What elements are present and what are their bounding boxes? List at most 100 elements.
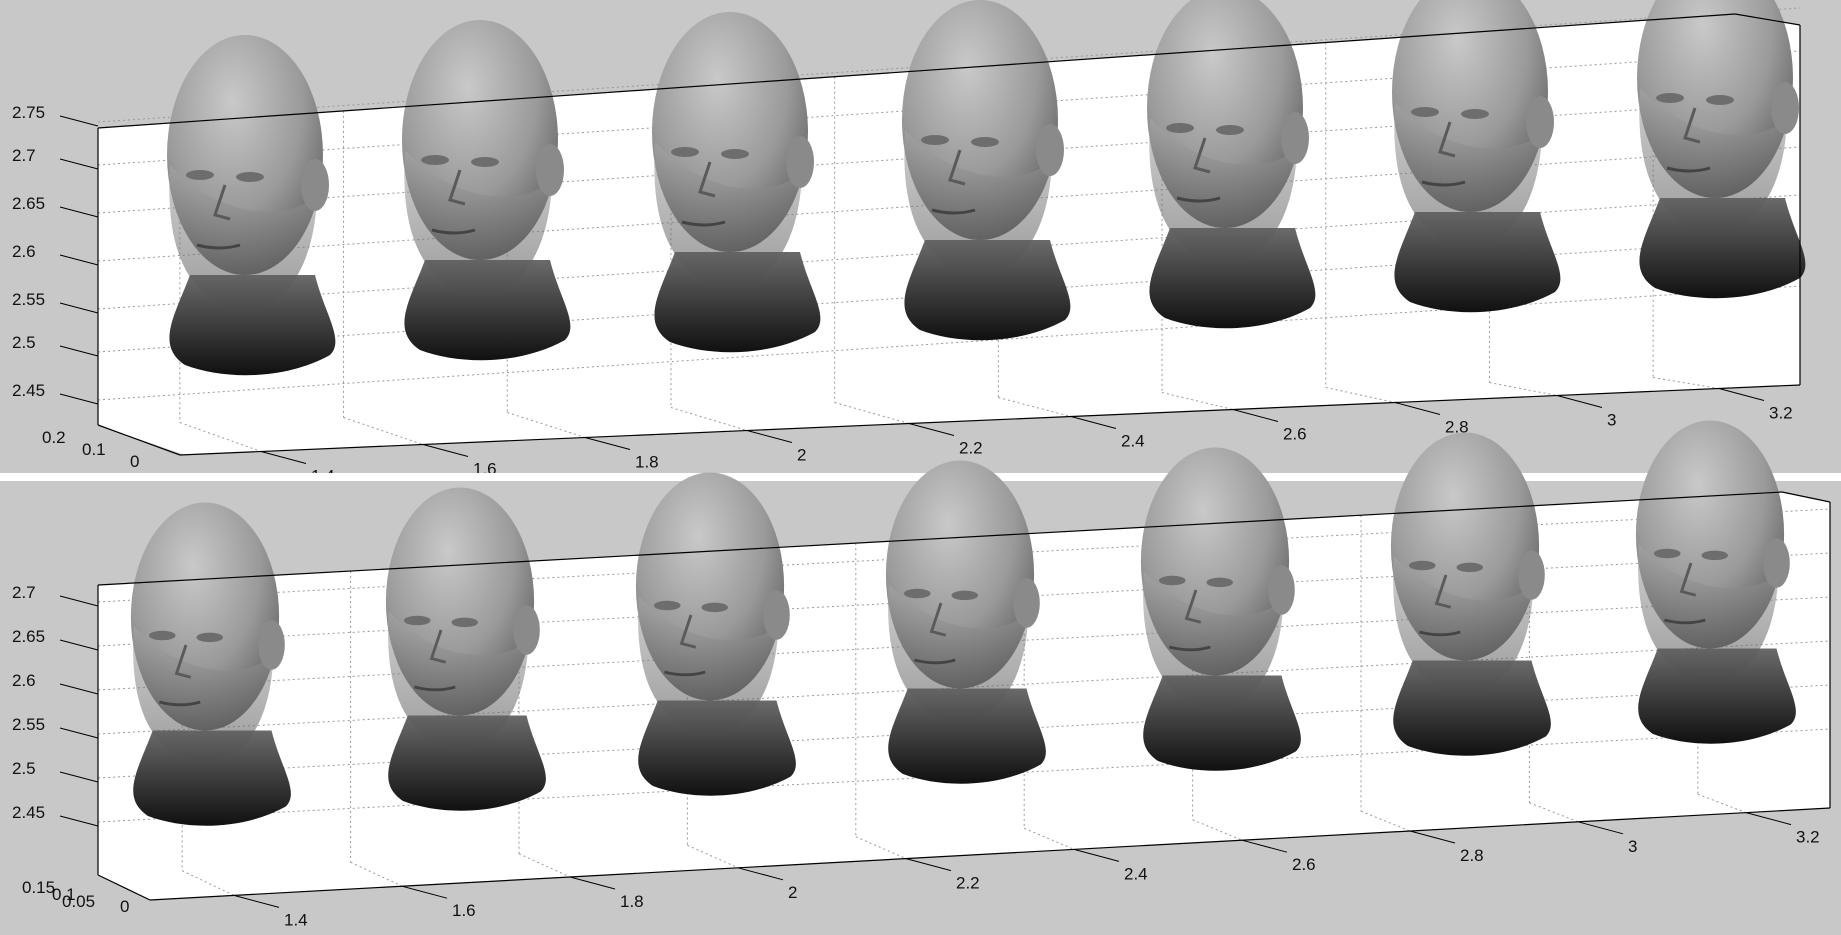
z-tick-label: 2.6: [12, 671, 36, 690]
nose-line: [1679, 562, 1697, 597]
neck-shape: [1394, 212, 1561, 313]
grid-line-floor: [687, 844, 739, 869]
x-tick-label: 2: [797, 446, 806, 465]
ear-shape: [301, 159, 329, 211]
x-tick-label: 1.4: [284, 910, 308, 929]
y-tick-label: 0.1: [52, 885, 76, 904]
nose-line: [698, 161, 716, 198]
neck-shape: [404, 260, 571, 361]
z-tick-mark: [59, 206, 99, 218]
y-tick-label: 0.2: [42, 428, 66, 447]
eye-shape: [148, 630, 176, 641]
head-renders: [130, 420, 1796, 826]
x-tick-mark: [260, 451, 307, 464]
x-tick-mark: [1409, 830, 1456, 844]
x-tick-mark: [422, 444, 469, 457]
tick-labels: 2.752.72.652.62.552.52.451.41.61.822.22.…: [12, 103, 1793, 486]
z-tick-mark: [59, 683, 99, 695]
head-render: [1392, 0, 1561, 313]
face-shade: [404, 150, 552, 296]
nose-line: [679, 614, 697, 649]
head-renders: [167, 0, 1806, 376]
head-render: [1637, 0, 1806, 299]
grid-line-horizontal: [97, 728, 1831, 823]
neck-shape: [1393, 660, 1551, 756]
eye-shape: [971, 137, 999, 147]
eye-shape: [721, 149, 749, 159]
face-shade: [388, 611, 529, 750]
grid-line-floor: [1360, 810, 1411, 832]
head-render: [635, 472, 796, 796]
grid-line-horizontal: [97, 640, 1831, 735]
z-tick-mark: [59, 639, 99, 651]
x-tick-mark: [1232, 409, 1279, 422]
face-shade: [1394, 102, 1542, 248]
x-tick-label: 3: [1628, 837, 1637, 856]
face-shade: [1638, 544, 1779, 683]
x-tick-mark: [1394, 402, 1441, 415]
eye-shape: [653, 600, 681, 611]
ear-shape: [1763, 538, 1790, 588]
grid-line-floor: [518, 853, 571, 878]
nose-line: [213, 184, 231, 221]
eye-shape: [671, 147, 699, 157]
head-render: [1140, 447, 1301, 771]
z-tick-label: 2.5: [12, 759, 36, 778]
x-tick-label: 1.8: [635, 453, 659, 472]
ear-shape: [258, 620, 285, 670]
nose-line: [1438, 121, 1456, 158]
grid-line-floor: [855, 836, 907, 860]
nose-line: [1434, 574, 1452, 609]
x-tick-mark: [1745, 812, 1792, 826]
neck-shape: [1143, 675, 1301, 771]
eye-shape: [1206, 577, 1234, 588]
grid-line-floor: [1697, 793, 1747, 814]
x-tick-mark: [737, 867, 784, 881]
head-render: [130, 502, 291, 826]
eye-shape: [471, 157, 499, 167]
grid-line-floor: [1489, 382, 1558, 396]
z-tick-label: 2.6: [12, 242, 36, 261]
neck-shape: [904, 240, 1071, 341]
neck-shape: [169, 275, 336, 376]
eye-shape: [1158, 575, 1186, 586]
head-render: [902, 0, 1071, 341]
x-tick-mark: [1556, 395, 1603, 408]
face-shade: [1393, 556, 1534, 695]
eye-shape: [196, 632, 224, 643]
mouth-line: [1419, 630, 1461, 637]
x-axis-line: [149, 807, 1831, 901]
face-shade: [169, 165, 317, 311]
grid-line-floor: [1161, 392, 1234, 410]
x-tick-label: 1.8: [620, 892, 644, 911]
eye-shape: [1653, 548, 1681, 559]
mouth-line: [1176, 196, 1221, 203]
nose-line: [1184, 589, 1202, 624]
ear-shape: [536, 144, 564, 196]
eye-shape: [1456, 562, 1484, 573]
head-render: [1635, 420, 1796, 744]
eye-shape: [1701, 550, 1729, 561]
x-tick-label: 2: [788, 883, 797, 902]
mouth-line: [664, 670, 706, 677]
eye-shape: [1408, 560, 1436, 571]
ear-shape: [1036, 124, 1064, 176]
x-tick-mark: [1577, 821, 1624, 835]
grid-line-floor: [1653, 377, 1720, 389]
head-render: [1147, 0, 1316, 329]
mouth-line: [414, 685, 456, 692]
x-tick-label: 3.2: [1769, 404, 1793, 423]
axis-lines: [59, 13, 1801, 464]
face-shade: [1143, 571, 1284, 710]
face-shade: [1149, 118, 1297, 264]
eye-shape: [701, 602, 729, 613]
eye-shape: [1461, 109, 1489, 119]
grid-line-floor: [1529, 802, 1579, 823]
head-render: [885, 460, 1046, 784]
ear-shape: [1281, 112, 1309, 164]
y-tick-label: 0.15: [22, 878, 55, 897]
z-tick-label: 2.55: [12, 290, 45, 309]
eye-shape: [403, 615, 431, 626]
grid-line-floor: [670, 407, 748, 431]
x-tick-label: 2.2: [959, 439, 983, 458]
